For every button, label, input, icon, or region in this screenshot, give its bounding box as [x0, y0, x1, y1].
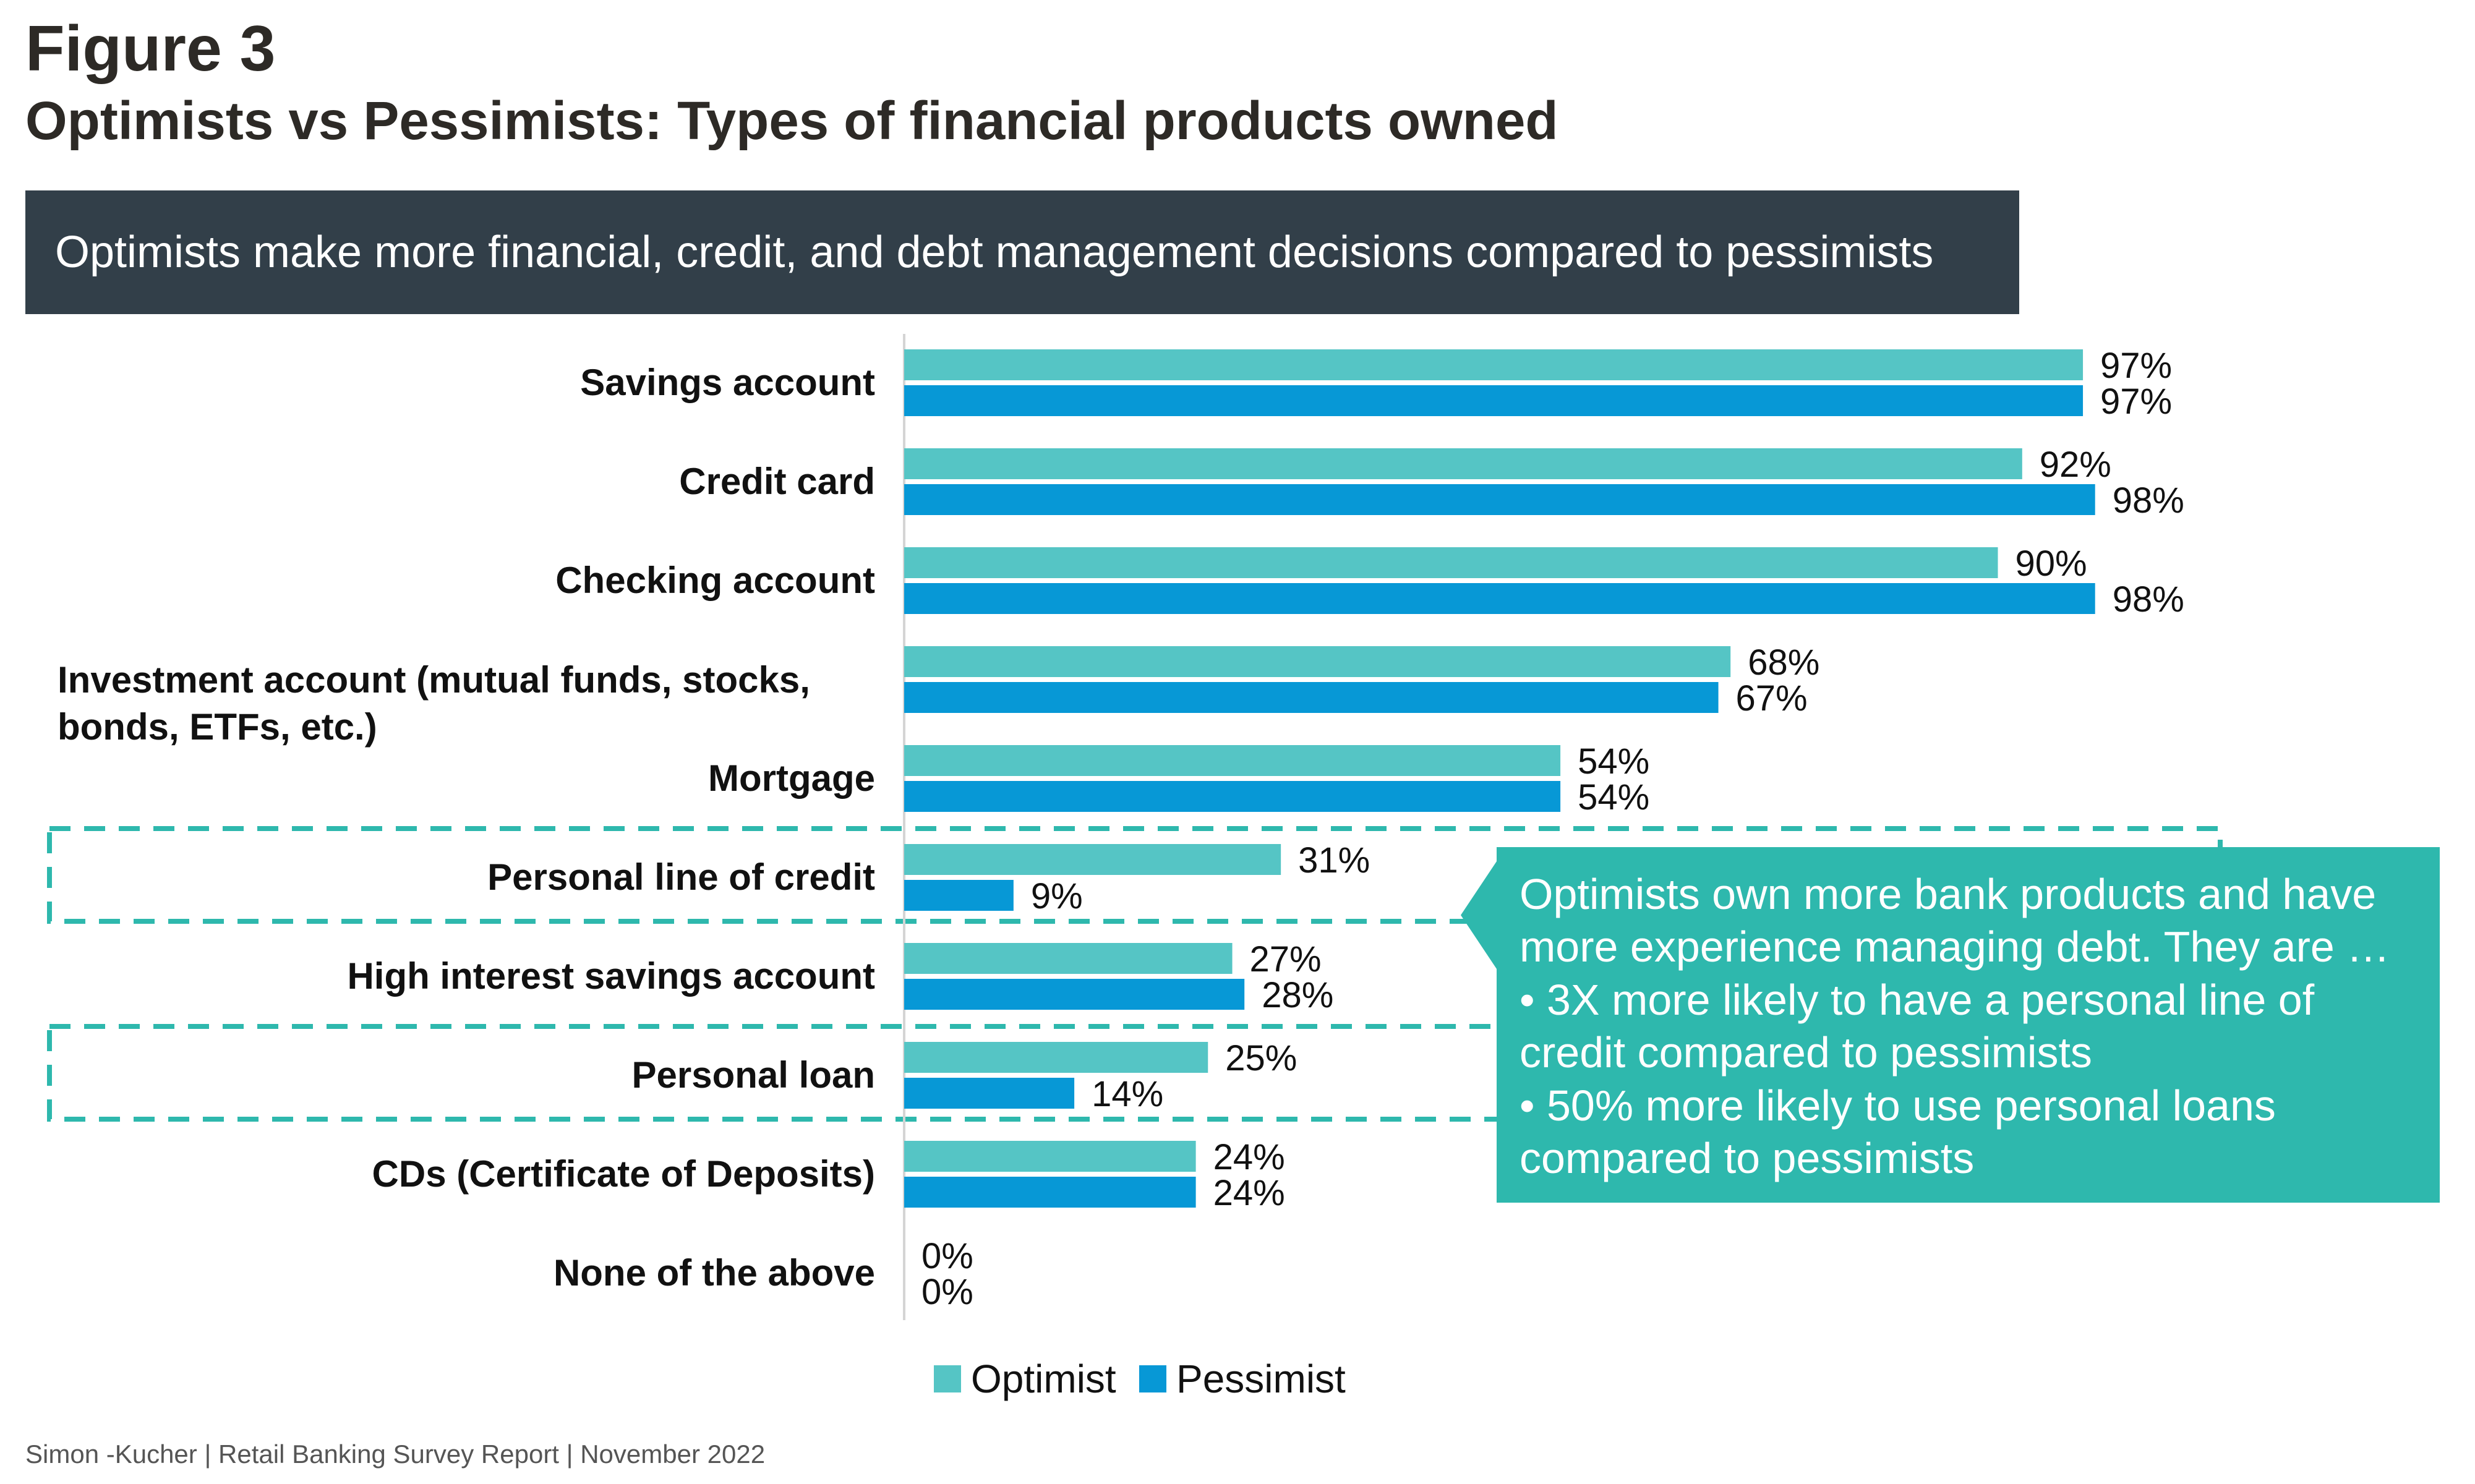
- value-label-optimist-credit-card: 92%: [2040, 445, 2111, 485]
- summary-banner: Optimists make more financial, credit, a…: [25, 190, 2019, 314]
- bar-pessimist-checking-account: [904, 583, 2095, 614]
- value-label-optimist-checking-account: 90%: [2015, 544, 2087, 584]
- chart-title: Optimists vs Pessimists: Types of financ…: [25, 91, 1558, 151]
- category-label-high-interest-savings-account: High interest savings account: [347, 955, 875, 997]
- bar-optimist-personal-loan: [904, 1042, 1208, 1073]
- value-label-optimist-cds-certificate-of-deposits: 24%: [1213, 1137, 1285, 1177]
- category-label-none-of-the-above: None of the above: [554, 1252, 875, 1294]
- value-label-pessimist-high-interest-savings-account: 28%: [1262, 975, 1333, 1015]
- bar-optimist-personal-line-of-credit: [904, 844, 1281, 875]
- bar-optimist-mortgage: [904, 745, 1561, 776]
- legend-swatch-pessimist: [1139, 1365, 1166, 1392]
- figure-label: Figure 3: [25, 13, 276, 85]
- category-label-savings-account: Savings account: [580, 362, 875, 403]
- legend-swatch-optimist: [934, 1365, 961, 1392]
- value-label-pessimist-investment-account-mutual-funds-stocks-bonds-etfs-etc: 67%: [1736, 678, 1808, 719]
- bar-pessimist-personal-loan: [904, 1078, 1075, 1109]
- category-label-credit-card: Credit card: [679, 461, 875, 502]
- bar-optimist-cds-certificate-of-deposits: [904, 1141, 1196, 1172]
- category-labels: Savings account Credit card Checking accou…: [58, 362, 875, 1294]
- value-label-pessimist-credit-card: 98%: [2113, 480, 2184, 521]
- value-label-pessimist-savings-account: 97%: [2100, 382, 2172, 422]
- legend-item-optimist: Optimist: [934, 1354, 1116, 1404]
- bar-optimist-checking-account: [904, 547, 1998, 578]
- value-labels: 97%97%92%98%90%98%68%67%54%54%31%9%27%28…: [921, 346, 2184, 1312]
- legend-label-pessimist: Pessimist: [1176, 1357, 1346, 1401]
- callout-line-line-of-credit: • 3X more likely to have a personal line…: [1520, 975, 2315, 1077]
- callout-line-personal-loans: • 50% more likely to use personal loans …: [1520, 1081, 2276, 1182]
- callout-line-intro: Optimists own more bank products and hav…: [1520, 870, 2390, 971]
- value-label-pessimist-cds-certificate-of-deposits: 24%: [1213, 1173, 1285, 1213]
- bar-pessimist-cds-certificate-of-deposits: [904, 1177, 1196, 1208]
- category-label-mortgage: Mortgage: [708, 757, 875, 799]
- callout-pointer: [1461, 859, 1498, 971]
- insight-callout: Optimists own more bank products and hav…: [1497, 847, 2440, 1203]
- value-label-pessimist-none-of-the-above: 0%: [921, 1272, 973, 1312]
- value-label-optimist-savings-account: 97%: [2100, 346, 2172, 386]
- bar-pessimist-mortgage: [904, 781, 1561, 812]
- bar-pessimist-savings-account: [904, 385, 2084, 416]
- summary-banner-text: Optimists make more financial, credit, a…: [55, 228, 1934, 277]
- category-label-personal-loan: Personal loan: [632, 1054, 875, 1096]
- bar-optimist-investment-account-mutual-funds-stocks-bonds-etfs-etc: [904, 646, 1731, 677]
- value-label-pessimist-personal-loan: 14%: [1092, 1074, 1163, 1114]
- bar-pessimist-credit-card: [904, 484, 2095, 515]
- bars: [904, 349, 2095, 1208]
- bar-optimist-credit-card: [904, 448, 2022, 479]
- legend-label-optimist: Optimist: [971, 1357, 1116, 1401]
- category-label-cds-certificate-of-deposits: CDs (Certificate of Deposits): [372, 1153, 875, 1195]
- legend-item-pessimist: Pessimist: [1139, 1354, 1346, 1404]
- value-label-optimist-high-interest-savings-account: 27%: [1250, 939, 1322, 979]
- value-label-optimist-none-of-the-above: 0%: [921, 1236, 973, 1276]
- category-label-checking-account: Checking account: [555, 560, 875, 601]
- value-label-pessimist-checking-account: 98%: [2113, 579, 2184, 620]
- value-label-pessimist-mortgage: 54%: [1578, 777, 1649, 817]
- category-label-investment-account-mutual-funds-stocks-bonds-etfs-etc: Investment account (mutual funds, stocks…: [58, 659, 810, 748]
- value-label-optimist-personal-loan: 25%: [1225, 1038, 1297, 1078]
- bar-pessimist-investment-account-mutual-funds-stocks-bonds-etfs-etc: [904, 682, 1719, 713]
- source-footer: Simon -Kucher | Retail Banking Survey Re…: [25, 1439, 766, 1469]
- value-label-optimist-personal-line-of-credit: 31%: [1298, 840, 1370, 881]
- value-label-optimist-investment-account-mutual-funds-stocks-bonds-etfs-etc: 68%: [1748, 642, 1819, 683]
- bar-optimist-high-interest-savings-account: [904, 943, 1233, 974]
- category-label-personal-line-of-credit: Personal line of credit: [487, 856, 875, 898]
- value-label-optimist-mortgage: 54%: [1578, 741, 1649, 782]
- bar-optimist-savings-account: [904, 349, 2084, 380]
- value-label-pessimist-personal-line-of-credit: 9%: [1031, 876, 1083, 916]
- bar-pessimist-high-interest-savings-account: [904, 979, 1245, 1010]
- bar-pessimist-personal-line-of-credit: [904, 880, 1014, 911]
